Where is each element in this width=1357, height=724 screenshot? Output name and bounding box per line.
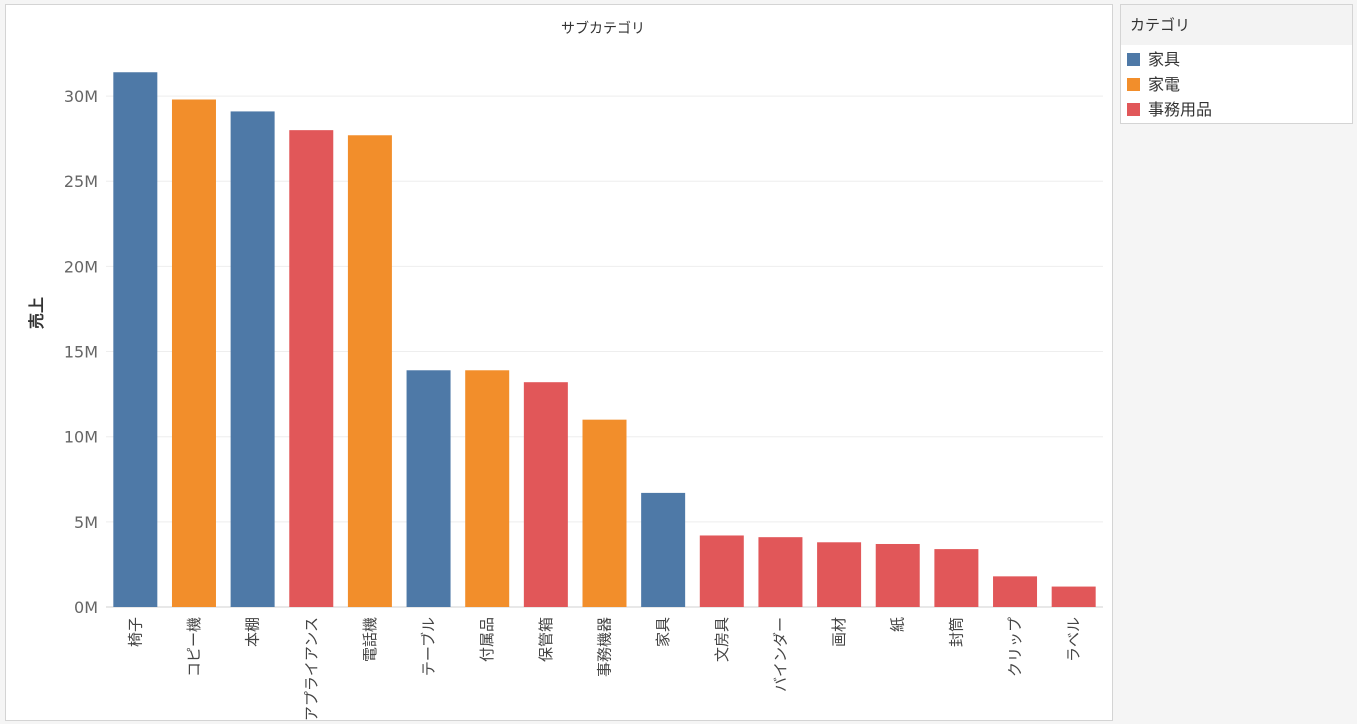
x-tick-label: 封筒	[947, 617, 965, 647]
legend-label: 事務用品	[1148, 100, 1213, 119]
legend-swatch	[1127, 53, 1140, 66]
x-tick-label: 電話機	[361, 617, 379, 662]
x-tick-label: クリップ	[1006, 617, 1024, 677]
x-tick-label: 付属品	[478, 617, 496, 662]
legend-label: 家電	[1148, 75, 1181, 94]
bar[interactable]	[465, 370, 510, 607]
legend-swatch	[1127, 78, 1140, 91]
y-tick-label: 20M	[64, 257, 98, 276]
x-tick-label: ラベル	[1065, 617, 1083, 662]
legend-label: 家具	[1148, 50, 1181, 69]
chart-panel: サブカテゴリ 売上 0M 5M 10M 15M 20M 25M 30M 椅子 コピー機 本棚 アプ…	[5, 4, 1113, 721]
x-tick-label: 文房具	[713, 617, 731, 662]
bar[interactable]	[347, 135, 392, 607]
bar[interactable]	[758, 537, 803, 607]
bar[interactable]	[113, 72, 158, 608]
bar[interactable]	[1051, 586, 1096, 607]
x-tick-label: 椅子	[126, 617, 144, 647]
x-tick-label: 家具	[654, 617, 672, 647]
legend-title: カテゴリ	[1121, 5, 1352, 45]
bars	[113, 72, 1096, 608]
y-axis-label: 売上	[27, 297, 46, 329]
x-tick-label: 本棚	[244, 617, 262, 647]
bar[interactable]	[875, 543, 920, 607]
x-tick-label: 保管箱	[537, 617, 555, 662]
bar[interactable]	[699, 535, 744, 607]
legend: カテゴリ 家具家電事務用品	[1120, 4, 1353, 124]
y-tick-label: 5M	[74, 513, 98, 532]
legend-item[interactable]: 家電	[1127, 74, 1180, 96]
y-tick-label: 0M	[74, 598, 98, 617]
x-tick-label: テーブル	[420, 617, 438, 676]
y-tick-label: 30M	[64, 87, 98, 106]
x-tick-label: コピー機	[185, 617, 203, 677]
legend-item[interactable]: 家具	[1127, 49, 1180, 71]
bar[interactable]	[406, 370, 451, 607]
bar[interactable]	[582, 419, 627, 607]
y-tick-label: 10M	[64, 428, 98, 447]
bar[interactable]	[171, 99, 216, 607]
bar[interactable]	[523, 382, 568, 607]
x-tick-label: 事務機器	[596, 617, 614, 677]
y-tick-label: 15M	[64, 343, 98, 362]
bar[interactable]	[993, 576, 1038, 607]
bar[interactable]	[289, 130, 334, 607]
x-tick-label: 画材	[830, 617, 848, 647]
bar[interactable]	[230, 111, 275, 607]
y-axis-ticks: 0M 5M 10M 15M 20M 25M 30M	[64, 87, 98, 617]
chart-title: サブカテゴリ	[561, 20, 645, 37]
bar[interactable]	[934, 549, 979, 607]
bar[interactable]	[641, 492, 686, 607]
x-axis-ticks: 椅子 コピー機 本棚 アプライアンス 電話機 テーブル 付属品 保管箱 事務機器 家具 文房具 バイン…	[126, 617, 1083, 721]
bar-chart: サブカテゴリ 売上 0M 5M 10M 15M 20M 25M 30M 椅子 コピー機 本棚 アプ…	[27, 20, 1103, 721]
x-tick-label: アプライアンス	[302, 617, 320, 720]
y-tick-label: 25M	[64, 172, 98, 191]
x-tick-label: バインダー	[771, 617, 789, 692]
bar[interactable]	[817, 542, 862, 607]
legend-item[interactable]: 事務用品	[1127, 99, 1212, 121]
x-tick-label: 紙	[889, 617, 907, 632]
legend-swatch	[1127, 103, 1140, 116]
